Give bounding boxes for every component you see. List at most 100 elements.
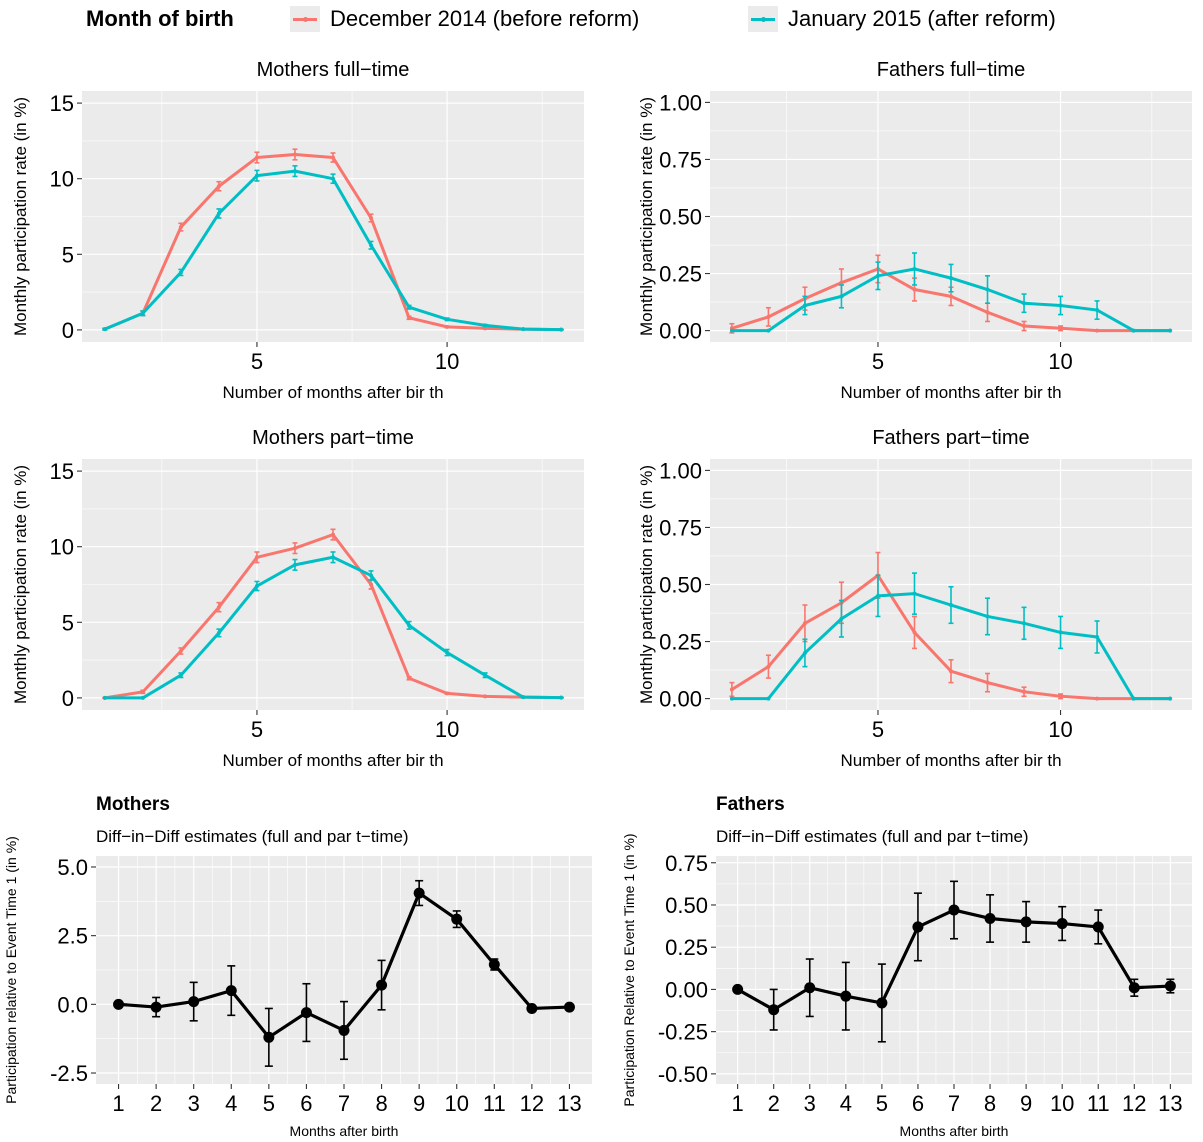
data-point xyxy=(766,314,771,319)
data-point xyxy=(263,1031,275,1043)
panel-title: Fathers xyxy=(716,794,785,815)
data-point xyxy=(912,287,917,292)
x-axis-label: Number of months after bir th xyxy=(222,751,443,770)
y-tick-label: 15 xyxy=(50,459,74,484)
legend-label-after: January 2015 (after reform) xyxy=(788,6,1056,31)
data-point xyxy=(254,584,259,589)
x-axis-label: Number of months after bir th xyxy=(222,383,443,402)
y-axis-label: Monthly participation rate (in %) xyxy=(11,465,30,704)
x-tick-label: 10 xyxy=(435,349,459,374)
data-point xyxy=(1058,303,1063,308)
data-point xyxy=(140,689,145,694)
data-point xyxy=(802,650,807,655)
data-point xyxy=(407,676,412,681)
data-point xyxy=(369,573,374,578)
data-point xyxy=(254,555,259,560)
data-point xyxy=(768,1004,780,1016)
data-point xyxy=(729,328,734,333)
x-tick-label: 5 xyxy=(251,717,263,742)
data-point xyxy=(840,990,852,1002)
data-point xyxy=(150,1001,162,1013)
y-tick-label: 0.0 xyxy=(57,992,88,1017)
series-january-2015-after-reform- xyxy=(729,252,1173,333)
data-point xyxy=(949,294,953,299)
data-point xyxy=(875,593,880,598)
y-tick-label: 5 xyxy=(62,242,74,267)
y-tick-label: -0.50 xyxy=(658,1062,708,1087)
x-tick-label: 5 xyxy=(872,717,884,742)
x-axis-label: Months after birth xyxy=(900,1123,1009,1139)
data-point xyxy=(369,216,374,221)
data-point xyxy=(766,664,771,669)
data-point xyxy=(331,155,335,160)
x-tick-label: 6 xyxy=(912,1091,924,1116)
x-tick-label: 5 xyxy=(876,1091,888,1116)
data-point xyxy=(559,327,564,332)
x-tick-label: 12 xyxy=(1122,1091,1146,1116)
panel-title: Fathers part−time xyxy=(872,427,1029,449)
data-point xyxy=(178,649,183,654)
x-tick-label: 1 xyxy=(112,1091,124,1116)
x-tick-label: 4 xyxy=(840,1091,852,1116)
data-point xyxy=(766,696,771,701)
legend-title: Month of birth xyxy=(86,6,234,31)
panel-title: Fathers full−time xyxy=(877,59,1025,81)
series-january-2015-after-reform- xyxy=(729,572,1173,701)
data-point xyxy=(521,695,526,700)
x-tick-label: 5 xyxy=(251,349,263,374)
data-point xyxy=(729,687,734,692)
data-point xyxy=(483,673,488,678)
data-point xyxy=(216,184,221,189)
data-point xyxy=(407,305,412,310)
data-point xyxy=(102,695,107,700)
y-tick-label: 0.75 xyxy=(659,147,702,172)
panel-mothers-full-time: 0 5 10 15 5 10 Mothers full−time Number of mont… xyxy=(11,59,584,402)
x-tick-label: 12 xyxy=(520,1091,544,1116)
y-axis-label: Participation Relative to Event Time 1 (… xyxy=(621,833,637,1106)
data-point xyxy=(216,605,221,610)
legend-label-before: December 2014 (before reform) xyxy=(330,6,640,31)
data-point xyxy=(407,623,412,628)
panel-title: Mothers full−time xyxy=(257,59,410,81)
x-tick-label: 10 xyxy=(1050,1091,1074,1116)
x-axis-label: Months after birth xyxy=(290,1123,399,1139)
y-tick-label: 1.00 xyxy=(659,90,702,115)
legend-item-before: December 2014 (before reform) xyxy=(290,6,639,32)
y-tick-label: 15 xyxy=(50,91,74,116)
x-tick-label: 13 xyxy=(1158,1091,1182,1116)
x-tick-label: 11 xyxy=(483,1091,506,1116)
series-estimates xyxy=(732,880,1176,1043)
panel-fathers-full-time: 0.00 0.25 0.50 0.75 1.00 5 10 Fathers full−time… xyxy=(637,59,1192,402)
data-point xyxy=(292,169,297,174)
data-point xyxy=(839,616,844,621)
data-point xyxy=(526,1002,538,1014)
y-axis-label: Monthly participation rate (in %) xyxy=(637,97,656,336)
data-point xyxy=(912,591,917,596)
data-point xyxy=(369,243,374,248)
data-point xyxy=(216,630,221,635)
data-point xyxy=(1022,324,1027,329)
data-point xyxy=(563,1001,575,1013)
data-point xyxy=(488,959,500,971)
data-point xyxy=(102,327,107,332)
data-point xyxy=(188,996,200,1008)
x-tick-label: 5 xyxy=(263,1091,275,1116)
y-tick-label: 0.25 xyxy=(659,630,702,655)
x-tick-label: 10 xyxy=(1048,349,1072,374)
data-point xyxy=(292,152,297,157)
x-tick-label: 8 xyxy=(984,1091,996,1116)
data-point xyxy=(1020,916,1032,928)
data-point xyxy=(1022,621,1027,626)
data-point xyxy=(445,650,450,655)
y-tick-label: 0.25 xyxy=(665,935,708,960)
x-tick-label: 10 xyxy=(444,1091,468,1116)
x-tick-label: 10 xyxy=(1048,717,1072,742)
data-point xyxy=(331,176,335,181)
data-point xyxy=(732,983,744,995)
data-point xyxy=(445,691,450,696)
data-point xyxy=(376,979,388,991)
data-point xyxy=(876,997,888,1009)
data-point xyxy=(1131,328,1136,333)
data-point xyxy=(948,904,960,916)
